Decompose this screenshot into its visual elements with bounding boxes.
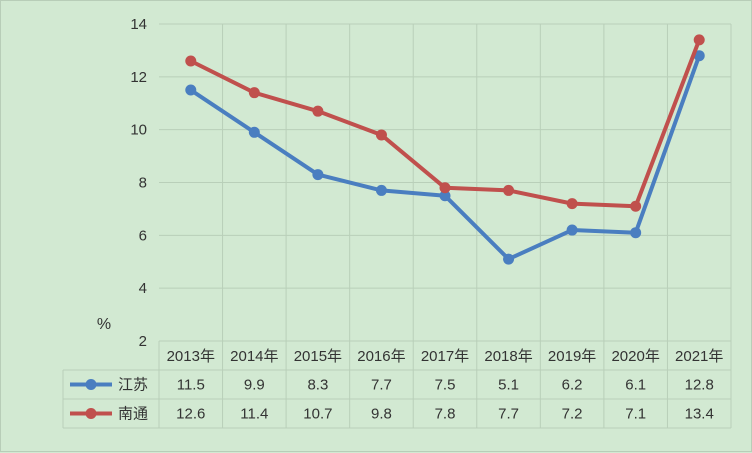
- table-value-cell: 9.9: [244, 377, 265, 394]
- legend-series-name: 江苏: [118, 377, 148, 394]
- table-value-cell: 7.5: [435, 377, 456, 394]
- table-value-cell: 11.4: [240, 406, 268, 423]
- data-point: [439, 182, 451, 194]
- y-tick-label: 14: [130, 16, 147, 33]
- x-category-label: 2014年: [230, 348, 278, 365]
- table-value-cell: 6.1: [625, 377, 646, 394]
- data-table: 2013年 2014年 2015年 2016年 2017年 2018年 2019年 2020年…: [62, 24, 732, 429]
- series-line: [188, 37, 702, 209]
- legend-key-marker: [85, 408, 97, 419]
- legend-series-name: 南通: [118, 406, 148, 423]
- y-tick-label: 2: [139, 333, 147, 350]
- data-point: [630, 200, 642, 212]
- data-point: [503, 184, 515, 196]
- data-point: [503, 253, 515, 265]
- x-category-label: 2015年: [294, 348, 342, 365]
- table-value-cell: 7.7: [371, 377, 392, 394]
- table-value-cell: 10.7: [303, 406, 332, 423]
- data-point: [566, 224, 578, 236]
- table-value-cell: 11.5: [177, 377, 205, 394]
- y-tick-label: 8: [139, 175, 147, 192]
- data-point: [248, 126, 260, 138]
- y-tick-label: 10: [130, 122, 147, 139]
- series-line: [188, 53, 702, 262]
- legend-key-marker: [85, 379, 97, 390]
- table-value-cell: 8.3: [307, 377, 328, 394]
- x-category-label: 2017年: [421, 348, 469, 365]
- data-point: [375, 184, 387, 196]
- data-point: [312, 169, 324, 181]
- y-axis-ticks: 2 4 6 8 10 12 14: [130, 16, 147, 350]
- table-value-cell: 7.8: [435, 406, 456, 423]
- data-point: [375, 129, 387, 141]
- data-point: [566, 198, 578, 210]
- table-value-cell: 5.1: [498, 377, 519, 394]
- table-value-cell: 9.8: [371, 406, 392, 423]
- x-category-label: 2013年: [167, 348, 215, 365]
- table-value-cell: 12.8: [685, 377, 714, 394]
- table-value-cell: 7.7: [498, 406, 519, 423]
- y-axis-unit-label: %: [97, 316, 111, 333]
- table-value-cell: 7.1: [625, 406, 646, 423]
- table-value-cell: 6.2: [562, 377, 583, 394]
- data-point: [693, 34, 705, 46]
- data-point: [248, 87, 260, 99]
- table-value-cell: 13.4: [685, 406, 714, 423]
- x-category-label: 2021年: [675, 348, 723, 365]
- data-point: [185, 84, 197, 96]
- data-point: [185, 55, 197, 67]
- y-tick-label: 12: [130, 69, 147, 86]
- series-lines: [185, 34, 705, 265]
- x-category-label: 2018年: [484, 348, 532, 365]
- data-point: [630, 227, 642, 239]
- x-category-label: 2019年: [548, 348, 596, 365]
- table-value-cell: 7.2: [562, 406, 583, 423]
- data-point: [439, 190, 451, 202]
- table-value-cell: 12.6: [176, 406, 205, 423]
- data-point: [312, 105, 324, 117]
- y-tick-label: 4: [139, 280, 147, 297]
- x-category-label: 2016年: [357, 348, 405, 365]
- data-point: [693, 50, 705, 62]
- x-category-label: 2020年: [611, 348, 659, 365]
- y-tick-label: 6: [139, 227, 147, 244]
